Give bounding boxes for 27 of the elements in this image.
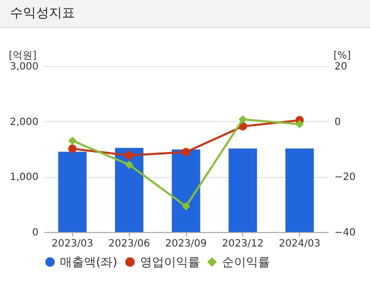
y-tick-label: 3,000 [10,62,38,72]
y2-tick-label: −20 [334,172,356,184]
y2-tick-label: 0 [334,116,341,128]
point [68,144,77,153]
point [68,136,77,145]
x-tick-label: 2023/09 [165,238,207,250]
x-tick-label: 2024/03 [278,238,320,250]
y-tick-label: 1,000 [10,172,38,184]
y-tick-label: 2,000 [10,116,38,128]
point [125,160,134,169]
point [182,202,190,210]
x-tick-label: 2023/06 [108,238,150,250]
point [125,151,134,160]
legend-label: 영업이익률 [140,255,200,269]
legend-label: 매출액(좌) [60,255,118,269]
chart-title: 수익성지표 [0,0,370,28]
legend-label: 순이익률 [222,255,270,269]
x-tick-label: 2023/03 [52,238,94,250]
y-axis-title: [억원] [8,50,37,62]
point [295,120,304,128]
x-tick-label: 2023/12 [222,238,264,250]
point [182,148,190,156]
y-tick-label: 0 [32,228,38,238]
y2-tick-label: 20 [334,62,348,72]
y2-tick-label: −40 [334,228,356,238]
point [238,115,247,124]
y2-axis-title: [%] [334,50,351,62]
